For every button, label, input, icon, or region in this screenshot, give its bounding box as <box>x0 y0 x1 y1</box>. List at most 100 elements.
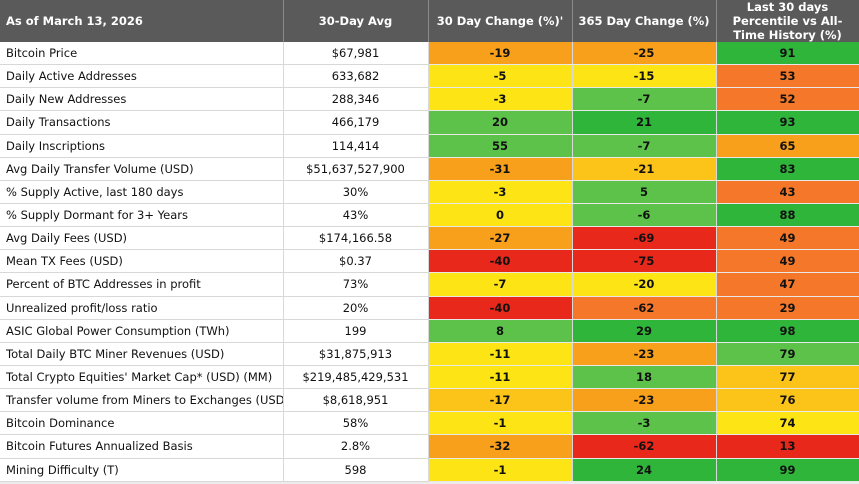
avg-value: $0.37 <box>283 249 429 274</box>
metric-name: ASIC Global Power Consumption (TWh) <box>0 319 284 343</box>
metric-name: % Supply Active, last 180 days <box>0 180 284 204</box>
heat-cell: -40 <box>428 249 573 274</box>
metric-name: Total Crypto Equities' Market Cap* (USD)… <box>0 365 284 390</box>
metric-name: Daily Inscriptions <box>0 134 284 158</box>
table-row: Percent of BTC Addresses in profit 73% -7-… <box>0 272 859 297</box>
avg-value: 30% <box>283 180 429 204</box>
avg-value: $51,637,527,900 <box>283 157 429 181</box>
heat-cell: -1 <box>428 458 573 482</box>
heat-cell: 0 <box>428 203 573 228</box>
heat-cell: 74 <box>716 411 859 436</box>
heat-cell: 83 <box>716 157 859 181</box>
heat-cell: -21 <box>572 157 717 181</box>
heat-cell: -3 <box>572 411 717 436</box>
heat-cell: -69 <box>572 226 717 251</box>
heat-cell: -20 <box>572 272 717 297</box>
heat-cell: -32 <box>428 434 573 459</box>
table-row: Transfer volume from Miners to Exchanges… <box>0 388 859 413</box>
metric-name: Transfer volume from Miners to Exchanges… <box>0 388 284 413</box>
heat-cell: 49 <box>716 226 859 251</box>
heat-cell: 21 <box>572 110 717 135</box>
heat-cell: -15 <box>572 64 717 89</box>
heat-cell: 99 <box>716 458 859 482</box>
heat-cell: 47 <box>716 272 859 297</box>
heat-cell: -40 <box>428 296 573 320</box>
avg-value: 114,414 <box>283 134 429 158</box>
heat-cell: -23 <box>572 342 717 366</box>
avg-value: 2.8% <box>283 434 429 459</box>
heat-cell: -17 <box>428 388 573 413</box>
table-row: Daily New Addresses 288,346 -3 -7 52 <box>0 87 859 112</box>
heat-cell: 24 <box>572 458 717 482</box>
metric-name: Mining Difficulty (T) <box>0 458 284 482</box>
metric-name: Bitcoin Dominance <box>0 411 284 436</box>
table-row: Daily Active Addresses 633,682 -5 -15 53 <box>0 64 859 89</box>
heat-cell: -11 <box>428 342 573 366</box>
avg-value: $31,875,913 <box>283 342 429 366</box>
heat-cell: -5 <box>428 64 573 89</box>
heat-cell: -7 <box>572 134 717 158</box>
heat-cell: -6 <box>572 203 717 228</box>
header-cell: As of March 13, 2026 <box>0 0 284 42</box>
table-row: ASIC Global Power Consumption (TWh) 199 8 2… <box>0 319 859 343</box>
metric-name: Avg Daily Fees (USD) <box>0 226 284 251</box>
heat-cell: -31 <box>428 157 573 181</box>
avg-value: 43% <box>283 203 429 228</box>
table-row: % Supply Dormant for 3+ Years 43% 0 -6 88 <box>0 203 859 228</box>
metric-name: Mean TX Fees (USD) <box>0 249 284 274</box>
metric-name: Daily New Addresses <box>0 87 284 112</box>
table-row: Bitcoin Price $67,981 -19 -25 91 <box>0 42 859 66</box>
table-row: Total Crypto Equities' Market Cap* (USD)… <box>0 365 859 390</box>
avg-value: 598 <box>283 458 429 482</box>
heat-cell: 13 <box>716 434 859 459</box>
heat-cell: -25 <box>572 42 717 66</box>
table-row: Mining Difficulty (T) 598 -1 24 99 <box>0 458 859 482</box>
avg-value: $67,981 <box>283 42 429 66</box>
metric-name: Avg Daily Transfer Volume (USD) <box>0 157 284 181</box>
metric-name: % Supply Dormant for 3+ Years <box>0 203 284 228</box>
header-cell: 30-Day Avg <box>283 0 429 42</box>
metric-name: Bitcoin Price <box>0 42 284 66</box>
header-row: As of March 13, 2026 30-Day Avg 30 Day Cha… <box>0 0 859 42</box>
table-row: Avg Daily Transfer Volume (USD) $51,637,5… <box>0 157 859 181</box>
heat-cell: -27 <box>428 226 573 251</box>
heat-cell: -7 <box>428 272 573 297</box>
table-row: Unrealized profit/loss ratio 20% -40 -62 29 <box>0 296 859 320</box>
table-row: % Supply Active, last 180 days 30% -3 5 43 <box>0 180 859 204</box>
heat-cell: 20 <box>428 110 573 135</box>
table-row: Bitcoin Futures Annualized Basis 2.8% -32-… <box>0 434 859 459</box>
heat-cell: -7 <box>572 87 717 112</box>
metric-name: Unrealized profit/loss ratio <box>0 296 284 320</box>
table-row: Daily Inscriptions 114,414 55 -7 65 <box>0 134 859 158</box>
heat-cell: 18 <box>572 365 717 390</box>
avg-value: 288,346 <box>283 87 429 112</box>
heat-cell: 79 <box>716 342 859 366</box>
heat-cell: 98 <box>716 319 859 343</box>
heat-cell: 43 <box>716 180 859 204</box>
avg-value: 199 <box>283 319 429 343</box>
header-cell: 30 Day Change (%)' <box>428 0 573 42</box>
heat-cell: -75 <box>572 249 717 274</box>
heat-cell: 49 <box>716 249 859 274</box>
heat-cell: 91 <box>716 42 859 66</box>
heat-cell: -11 <box>428 365 573 390</box>
heat-cell: -1 <box>428 411 573 436</box>
metric-name: Total Daily BTC Miner Revenues (USD) <box>0 342 284 366</box>
heat-cell: -19 <box>428 42 573 66</box>
heat-cell: 93 <box>716 110 859 135</box>
table-body: Bitcoin Price $67,981 -19 -25 91 Daily Active… <box>0 42 859 482</box>
metric-name: Daily Active Addresses <box>0 64 284 89</box>
avg-value: 58% <box>283 411 429 436</box>
heat-cell: 77 <box>716 365 859 390</box>
table-row: Avg Daily Fees (USD) $174,166.58 -27 -69 49 <box>0 226 859 251</box>
table-row: Total Daily BTC Miner Revenues (USD) $31,… <box>0 342 859 366</box>
heat-cell: -3 <box>428 180 573 204</box>
avg-value: 20% <box>283 296 429 320</box>
table-row: Mean TX Fees (USD) $0.37 -40 -75 49 <box>0 249 859 274</box>
avg-value: 73% <box>283 272 429 297</box>
table-row: Bitcoin Dominance 58% -1 -3 74 <box>0 411 859 436</box>
heat-cell: 76 <box>716 388 859 413</box>
heat-cell: 65 <box>716 134 859 158</box>
heat-cell: 29 <box>716 296 859 320</box>
